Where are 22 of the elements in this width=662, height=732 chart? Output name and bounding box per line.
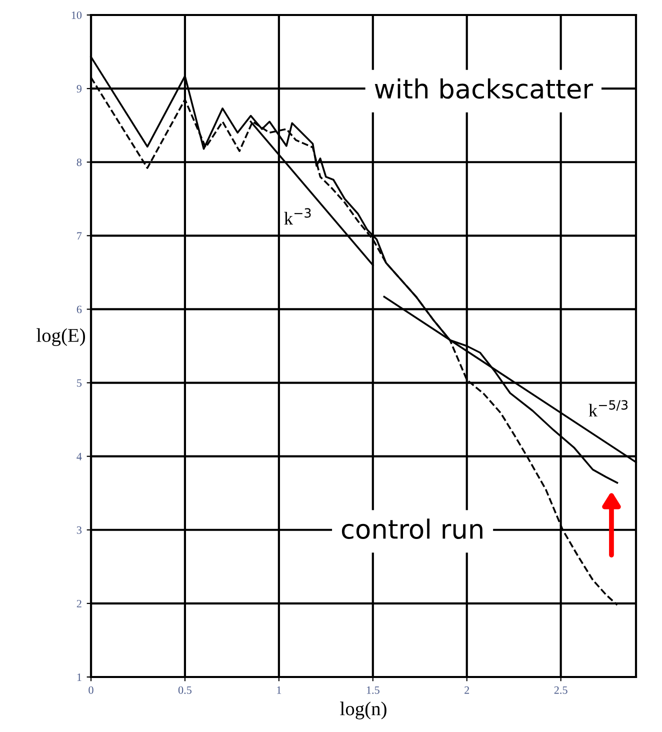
y-tick-label: 5 <box>77 379 82 387</box>
y-tick-label: 3 <box>76 526 82 534</box>
x-tick-label: 0.5 <box>178 686 192 694</box>
x-tick-label: 2.5 <box>554 686 568 694</box>
y-tick-label: 8 <box>76 158 82 166</box>
annotation: k$^{−3}$ <box>284 208 311 224</box>
x-axis-title: log(n) <box>340 702 386 720</box>
y-axis-title: log(E) <box>36 328 86 346</box>
y-tick-label: 2 <box>76 600 82 608</box>
x-tick-label: 0 <box>88 686 94 694</box>
annotation: with backscatter <box>374 78 594 99</box>
y-tick-label: 4 <box>76 452 82 460</box>
annotation: control run <box>342 518 482 540</box>
x-tick-label: 2 <box>464 686 470 694</box>
y-tick-label: 6 <box>76 306 82 314</box>
y-tick-label: 10 <box>72 11 82 19</box>
y-tick-label: 7 <box>77 232 82 240</box>
y-tick-label: 9 <box>76 85 82 93</box>
x-tick-label: 1 <box>277 686 282 694</box>
annotation: k$^{−5/3}$ <box>588 400 628 416</box>
y-tick-label: 1 <box>77 674 82 681</box>
x-tick-label: 1.5 <box>366 686 380 694</box>
